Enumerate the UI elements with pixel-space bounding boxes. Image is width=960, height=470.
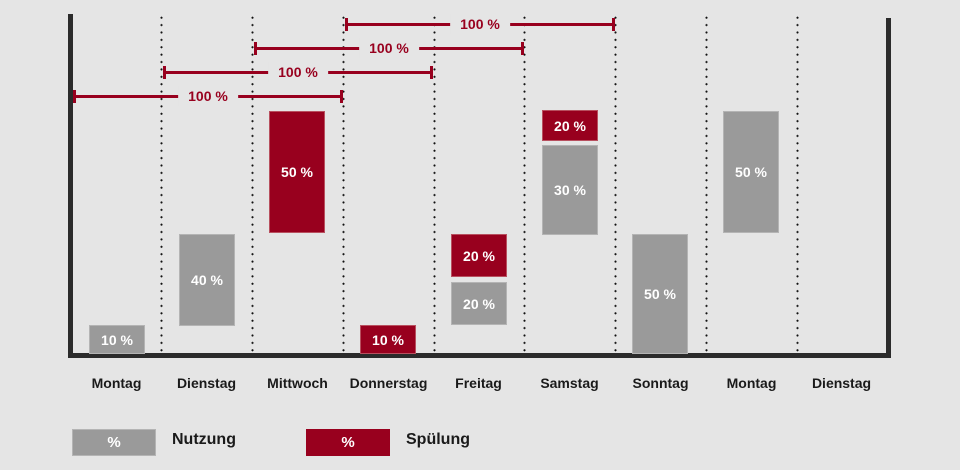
span-label: 100 % [268,62,328,82]
bar-nutzung: 20 % [451,282,507,325]
x-label: Samstag [540,375,599,391]
axis-bottom [68,353,891,358]
bar-nutzung: 10 % [89,325,145,354]
span-bracket: 100 % [163,62,433,82]
day-separator [796,14,799,354]
legend-label-nutzung: Nutzung [172,431,236,448]
axis-left [68,14,73,358]
day-separator [342,14,345,354]
x-label: Dienstag [176,375,237,391]
bar-spuelung: 20 % [451,234,507,277]
day-separator [251,14,254,354]
span-bracket: 100 % [73,86,343,106]
legend-swatch-spuelung: % [306,429,390,456]
day-separator [433,14,436,354]
bar-nutzung: 40 % [179,234,235,326]
bar-spuelung: 20 % [542,110,598,141]
x-label: Freitag [455,375,502,391]
bar-nutzung: 30 % [542,145,598,235]
span-label: 100 % [359,38,419,58]
span-bracket: 100 % [345,14,615,34]
bar-spuelung: 50 % [269,111,325,233]
legend-label-spuelung: Spülung [406,431,470,448]
x-label: Montag [91,375,142,391]
bar-spuelung: 10 % [360,325,416,354]
x-label: Dienstag [811,375,872,391]
span-bracket: 100 % [254,38,524,58]
span-label: 100 % [450,14,510,34]
day-separator [523,14,526,354]
bar-nutzung: 50 % [723,111,779,233]
day-separator [614,14,617,354]
axis-right [886,18,891,358]
bar-nutzung: 50 % [632,234,688,354]
x-label: Montag [726,375,777,391]
day-separator [705,14,708,354]
x-label: Sonntag [632,375,689,391]
x-label: Mittwoch [267,375,328,391]
x-label: Donnerstag [349,375,428,391]
legend-swatch-nutzung: % [72,429,156,456]
day-separator [160,14,163,354]
span-label: 100 % [178,86,238,106]
